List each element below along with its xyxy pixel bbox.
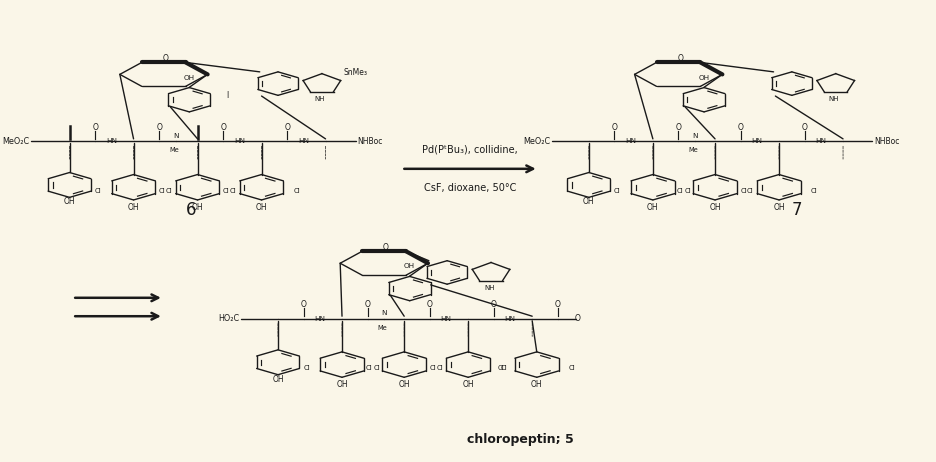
Text: Cl: Cl: [158, 188, 166, 194]
Text: OH: OH: [336, 380, 347, 389]
Text: HN: HN: [234, 138, 245, 144]
Text: Cl: Cl: [95, 188, 101, 194]
Text: Cl: Cl: [684, 188, 691, 194]
Text: O: O: [801, 123, 807, 132]
Text: OH: OH: [772, 202, 784, 212]
Text: OH: OH: [582, 197, 594, 207]
Text: HN: HN: [624, 138, 636, 144]
Text: Cl: Cl: [746, 188, 753, 194]
Text: OH: OH: [192, 202, 203, 212]
Text: MeO₂C: MeO₂C: [2, 137, 29, 146]
Text: HN: HN: [440, 316, 451, 322]
Text: OH: OH: [183, 75, 195, 80]
Text: HO₂C: HO₂C: [218, 314, 240, 323]
Text: Cl: Cl: [229, 188, 236, 194]
Text: Cl: Cl: [568, 365, 575, 371]
Text: Me: Me: [168, 147, 179, 153]
Text: Cl: Cl: [613, 188, 621, 194]
Text: Cl: Cl: [303, 365, 310, 371]
Text: Cl: Cl: [676, 188, 682, 194]
Text: O: O: [575, 314, 580, 323]
Text: N: N: [381, 310, 387, 316]
Text: Cl: Cl: [223, 188, 229, 194]
Text: O: O: [163, 54, 168, 63]
Text: OH: OH: [127, 202, 139, 212]
Text: N: N: [692, 133, 697, 139]
Text: Cl: Cl: [429, 365, 436, 371]
Text: Cl: Cl: [497, 365, 505, 371]
Text: OH: OH: [64, 197, 75, 207]
Text: O: O: [383, 243, 388, 252]
Text: CsF, dioxane, 50°C: CsF, dioxane, 50°C: [423, 183, 516, 193]
Text: HN: HN: [314, 316, 325, 322]
Text: O: O: [284, 123, 290, 132]
Text: 6: 6: [185, 201, 197, 219]
Text: Cl: Cl: [293, 188, 300, 194]
Text: O: O: [364, 300, 370, 309]
Text: HN: HN: [106, 138, 117, 144]
Text: OH: OH: [531, 380, 542, 389]
Text: O: O: [156, 123, 162, 132]
Text: O: O: [490, 300, 496, 309]
Text: OH: OH: [697, 75, 709, 80]
Text: OH: OH: [709, 202, 720, 212]
Text: NHBoc: NHBoc: [873, 137, 899, 146]
Text: SnMe₃: SnMe₃: [344, 67, 368, 77]
Text: Cl: Cl: [811, 188, 817, 194]
Text: OH: OH: [403, 263, 415, 269]
Text: N: N: [172, 133, 178, 139]
Text: NHBoc: NHBoc: [358, 137, 383, 146]
Text: 7: 7: [791, 201, 802, 219]
Text: O: O: [675, 123, 680, 132]
Text: Cl: Cl: [373, 365, 380, 371]
Text: HN: HN: [505, 316, 515, 322]
Text: NH: NH: [827, 96, 839, 102]
Text: HN: HN: [751, 138, 762, 144]
Text: O: O: [92, 123, 98, 132]
Text: NH: NH: [314, 96, 325, 102]
Text: O: O: [611, 123, 617, 132]
Text: Me: Me: [688, 147, 697, 153]
Text: Cl: Cl: [166, 188, 172, 194]
Text: I: I: [226, 91, 227, 100]
Text: O: O: [427, 300, 432, 309]
Text: O: O: [300, 300, 306, 309]
Text: Cl: Cl: [500, 365, 506, 371]
Text: OH: OH: [398, 380, 410, 389]
Text: Pd(PᵗBu₃), collidine,: Pd(PᵗBu₃), collidine,: [422, 145, 518, 154]
Text: O: O: [220, 123, 226, 132]
Text: MeO₂C: MeO₂C: [523, 137, 549, 146]
Text: Me: Me: [377, 325, 387, 331]
Text: chloropeptin; 5: chloropeptin; 5: [466, 433, 573, 446]
Text: OH: OH: [256, 202, 267, 212]
Text: O: O: [554, 300, 560, 309]
Text: O: O: [677, 54, 682, 63]
Text: NH: NH: [484, 285, 494, 291]
Text: HN: HN: [298, 138, 309, 144]
Text: Cl: Cl: [436, 365, 443, 371]
Text: O: O: [737, 123, 743, 132]
Text: OH: OH: [272, 375, 284, 384]
Text: OH: OH: [647, 202, 658, 212]
Text: OH: OH: [461, 380, 474, 389]
Text: Cl: Cl: [739, 188, 746, 194]
Text: Cl: Cl: [365, 365, 372, 371]
Text: HN: HN: [814, 138, 826, 144]
